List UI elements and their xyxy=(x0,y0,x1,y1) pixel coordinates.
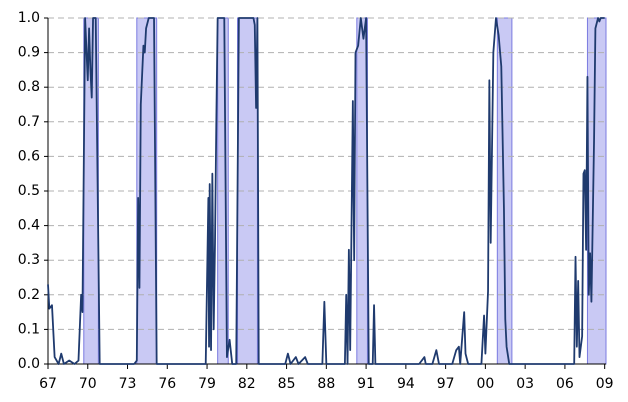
x-tick-label: 85 xyxy=(278,376,296,392)
probability-line xyxy=(47,17,605,365)
y-tick-label: 0.2 xyxy=(18,287,40,303)
x-tick-label: 97 xyxy=(437,376,455,392)
y-tick-label: 0.6 xyxy=(18,148,40,164)
y-tick-label: 0.5 xyxy=(18,183,40,199)
x-tick-label: 76 xyxy=(158,376,176,392)
x-tick-label: 67 xyxy=(39,376,57,392)
x-tick-label: 00 xyxy=(476,376,494,392)
x-tick-label: 09 xyxy=(596,376,614,392)
y-tick-label: 0.1 xyxy=(18,321,40,337)
y-tick-label: 1.0 xyxy=(18,10,40,26)
x-tick-label: 73 xyxy=(119,376,137,392)
x-tick-label: 82 xyxy=(238,376,256,392)
x-tick-label: 79 xyxy=(198,376,216,392)
y-tick-label: 0.8 xyxy=(18,79,40,95)
y-tick-label: 0.9 xyxy=(18,45,40,61)
x-tick-label: 03 xyxy=(516,376,534,392)
x-tick-label: 88 xyxy=(317,376,335,392)
x-tick-label: 06 xyxy=(556,376,574,392)
y-tick-label: 0.3 xyxy=(18,252,40,268)
x-tick-label: 91 xyxy=(357,376,375,392)
x-tick-label: 94 xyxy=(397,376,415,392)
y-tick-label: 0.0 xyxy=(18,356,40,372)
y-tick-label: 0.7 xyxy=(18,114,40,130)
y-tick-label: 0.4 xyxy=(18,218,40,234)
x-tick-label: 70 xyxy=(79,376,97,392)
